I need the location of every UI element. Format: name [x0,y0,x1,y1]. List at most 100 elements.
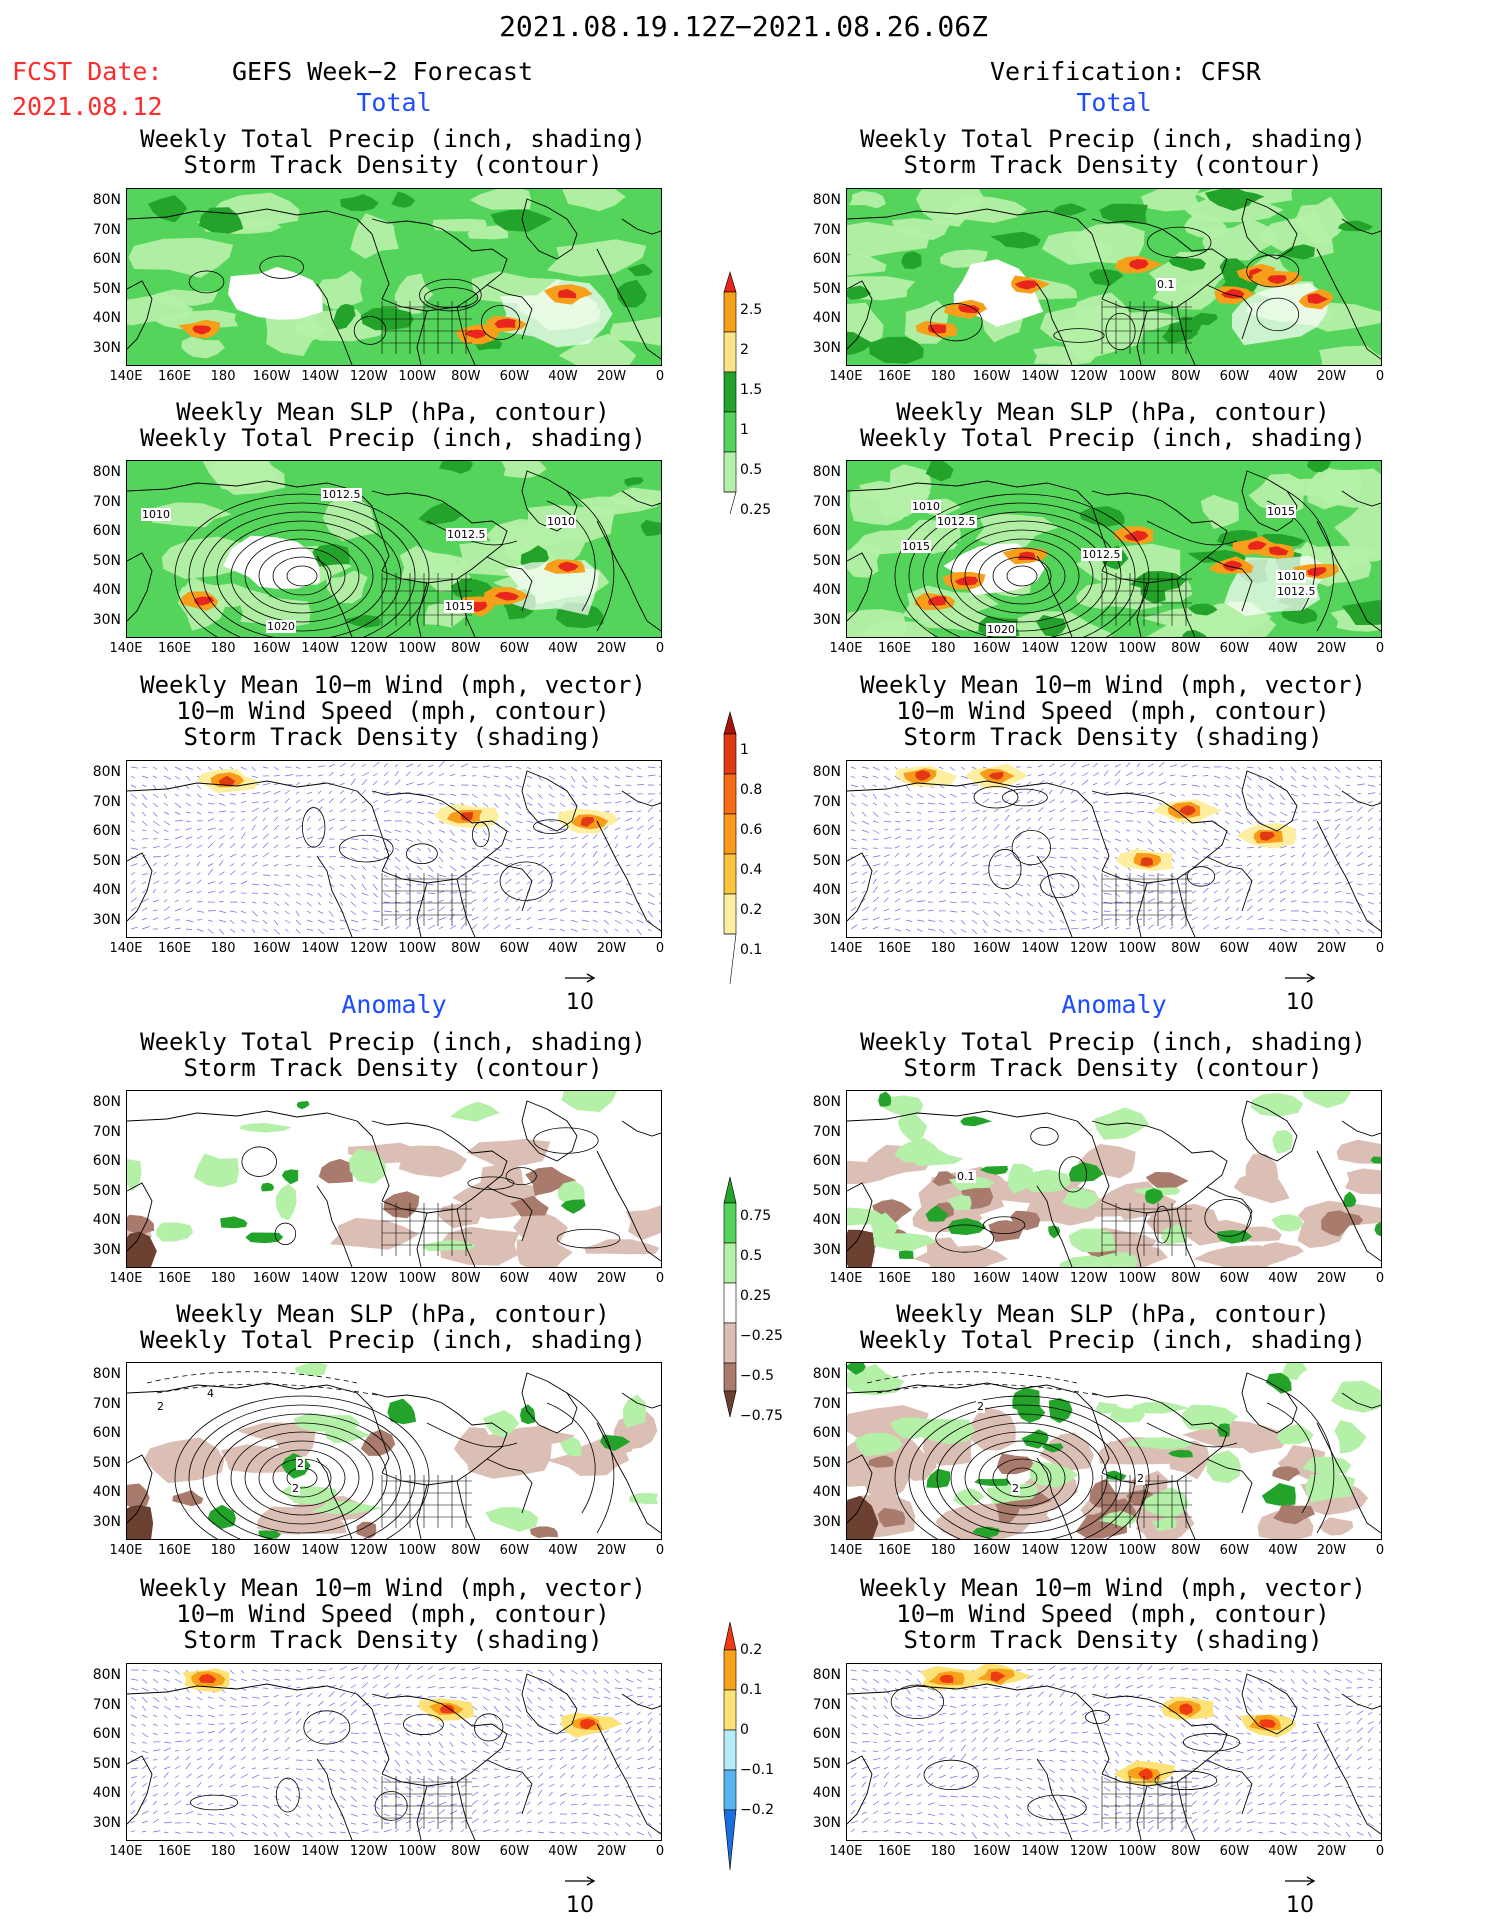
precip-surplus-area [293,1412,360,1432]
lon-tick-label: 80W [451,1543,481,1558]
contour-lines [894,490,1335,637]
precip-extreme-area [954,576,979,586]
lon-tick-label: 60W [499,641,530,656]
coastline [596,520,661,632]
precip-light-area [610,316,661,346]
lon-tick-label: 160W [252,1844,291,1859]
precip-light-area [1033,346,1096,365]
panel-title-line: Storm Track Density (contour) [183,1054,603,1082]
precip-surplus-strong [1261,1483,1296,1506]
lon-tick-label: 20W [1316,1844,1347,1859]
coastline [1241,1673,1298,1735]
panel-title-line: Storm Track Density (contour) [903,1054,1323,1082]
cb-label: 0.2 [740,902,763,918]
precip-surplus-area [1182,1404,1239,1430]
precip-light-area [210,461,285,495]
gefs-total-wind_storm-map [126,760,662,938]
lat-tick-label: 80N [92,1094,121,1110]
cb-label: 0.6 [740,822,763,838]
precip-moderate-area [847,285,871,300]
coastline [1316,820,1381,932]
gefs-anom-precip_storm-map [126,1090,662,1268]
lat-tick-label: 80N [92,1366,121,1382]
coastline [1136,1785,1148,1840]
lon-tick-label: 160W [972,1543,1011,1558]
coastline [596,1150,661,1262]
coastline [621,218,661,235]
vector-ref-cfsr-anom: 10 [1283,1868,1319,1918]
precip-deficit-strong [1145,1171,1189,1191]
lon-tick-label: 120W [1069,1543,1108,1558]
cb-label: 1 [740,422,749,438]
coastline [1036,1185,1073,1267]
precip-moderate-area [333,303,356,330]
coastline [356,218,390,300]
lat-tick-label: 60N [812,1425,841,1441]
precip-moderate-area [624,477,644,487]
precip-surplus-strong [1021,1429,1049,1449]
lat-tick-label: 70N [92,793,121,810]
lat-tick-label: 40N [92,1484,121,1500]
lon-tick-label: 140E [109,641,143,656]
precip-deficit-strong [356,1521,377,1539]
precip-extreme-area [1269,546,1289,556]
precip-deficit-strong [868,1455,894,1468]
map-canvas [847,761,1381,937]
lat-tick-label: 30N [812,1814,841,1831]
lon-tick-label: 120W [1069,941,1108,956]
coastline [416,582,428,637]
precip-deficit-area [847,1160,893,1185]
lat-tick-label: 50N [812,1454,841,1471]
lon-tick-label: 160W [972,1844,1011,1859]
precip-surplus-strong [1048,1398,1073,1424]
wind-base [847,761,1381,937]
cb-label: 0.75 [740,1208,772,1224]
panel-title-line: Weekly Mean 10−m Wind (mph, vector) [140,1574,646,1602]
coastline [316,1758,353,1840]
lon-tick-label: 60W [1219,1271,1250,1286]
precip-light-area [546,239,647,277]
coastline [127,780,358,792]
lon-tick-label: 160W [252,369,291,384]
panel-title-line: Weekly Mean 10−m Wind (mph, vector) [140,671,646,699]
lon-tick-label: 0 [655,1543,665,1558]
precip-surplus-strong [207,1504,236,1529]
precip-surplus-strong [220,1216,248,1229]
coastline [416,882,428,937]
coastline [371,1120,508,1214]
contour-lines [894,1392,1335,1539]
lon-tick-label: 140E [109,1543,143,1558]
coastline [356,1120,390,1202]
contour-value-label: 4 [206,1387,215,1400]
precip-deficit-area [1193,1245,1288,1267]
lon-tick-label: 20W [596,369,627,384]
coastline [127,1110,358,1122]
precip-deficit-area [143,1437,225,1484]
lon-tick-label: 80W [451,1271,481,1286]
precip-light-area [849,191,887,209]
coastline [1241,1372,1298,1434]
lon-tick-label: 20W [1316,1271,1347,1286]
lon-tick-label: 60W [499,1271,530,1286]
lat-tick-label: 40N [92,882,121,898]
coastline [1091,1120,1228,1214]
precip-extreme-area [192,325,212,335]
lat-tick-label: 50N [812,852,841,869]
lat-tick-label: 70N [92,1696,121,1713]
precip-moderate-area [1079,506,1125,527]
lon-tick-label: 160E [158,1543,192,1558]
precip-moderate-area [1053,203,1088,216]
precip-moderate-area [1307,461,1332,473]
precip-moderate-area [345,614,381,628]
coastline [847,280,873,350]
precip-deficit-area [625,1205,661,1240]
lon-tick-label: 180 [210,1543,236,1558]
lon-tick-label: 20W [596,641,627,656]
state-boundaries [381,1203,472,1256]
storm-density-high [939,1674,954,1684]
contour-lines [174,490,615,637]
precip-surplus-area [897,1110,928,1143]
lat-tick-label: 40N [812,1212,841,1228]
coastline [1091,218,1228,312]
state-boundaries [1101,1475,1192,1528]
